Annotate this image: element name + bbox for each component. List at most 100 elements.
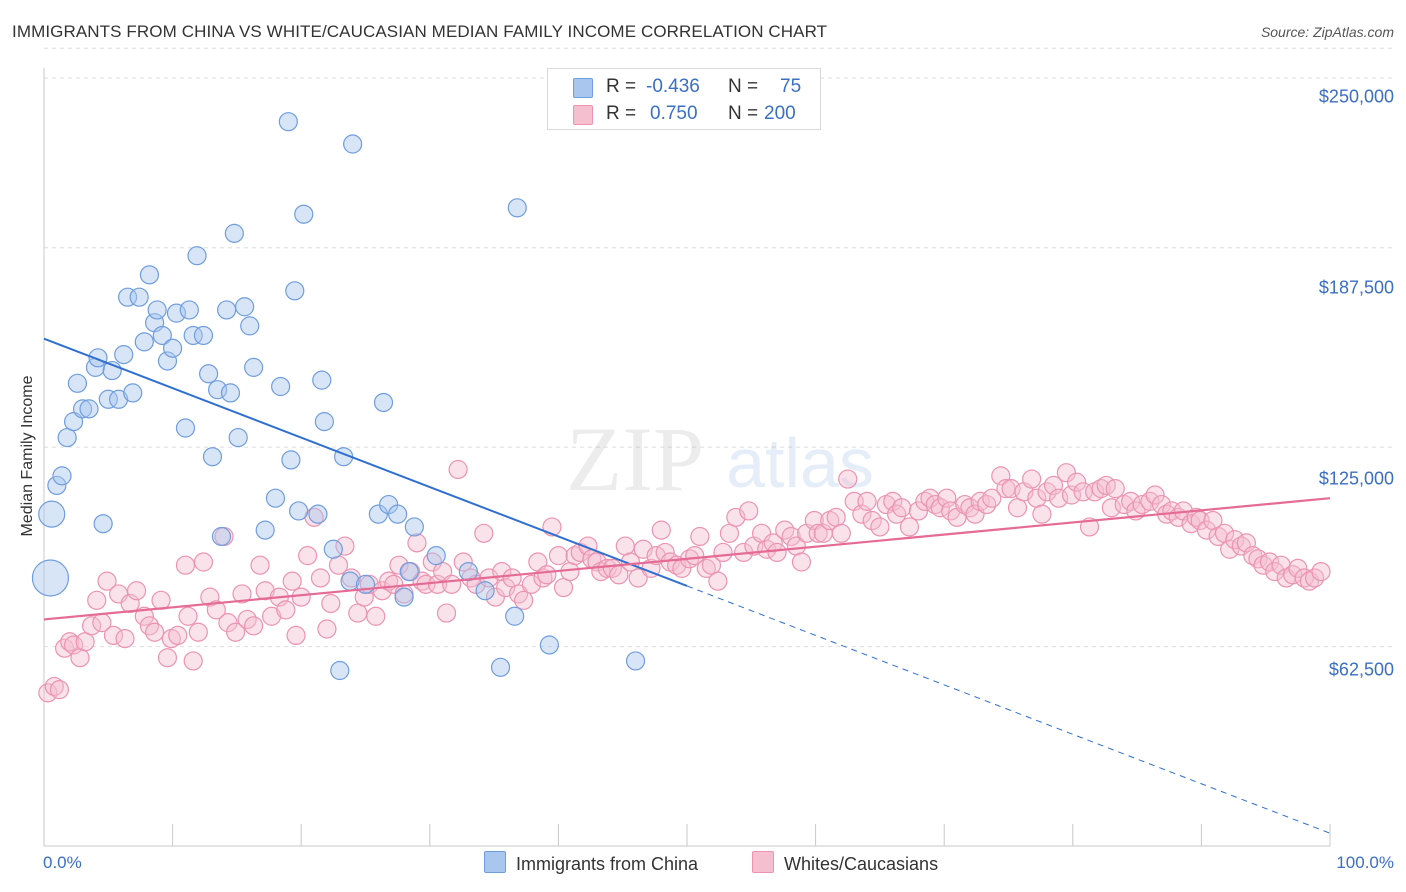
r-label: R = — [606, 76, 637, 97]
immigrants-china-point — [202, 447, 223, 467]
whites-caucasians-point — [291, 587, 311, 607]
whites-caucasians-point — [442, 574, 462, 594]
whites-caucasians-point — [781, 526, 801, 547]
whites-caucasians-point — [1140, 491, 1160, 511]
immigrants-china-point — [294, 204, 314, 224]
whites-caucasians-point — [514, 590, 534, 610]
whites-caucasians-point — [87, 590, 107, 610]
source-label: Source: ZipAtlas.com — [1260, 24, 1394, 40]
whites-caucasians-point — [548, 546, 569, 566]
x-tick-label-max: 100.0% — [1336, 853, 1394, 872]
immigrants-china-point — [255, 520, 275, 540]
whites-caucasians-point — [1079, 517, 1100, 537]
whites-caucasians-point — [1061, 485, 1082, 505]
immigrants-china-point — [175, 418, 196, 438]
whites-caucasians-point — [690, 526, 710, 547]
whites-caucasians-point — [321, 593, 341, 614]
immigrants-china-point — [505, 606, 525, 626]
whites-caucasians-point — [1007, 498, 1028, 518]
immigrants-china-point — [312, 370, 332, 390]
legend-row-whites: R = 0.750 N = 200 — [548, 101, 820, 127]
whites-caucasians-point — [317, 619, 337, 639]
whites-caucasians-points — [38, 459, 1331, 703]
immigrants-china-point — [88, 348, 108, 368]
y-tick-label: $62,500 — [1328, 659, 1394, 680]
legend-swatch-blue — [573, 78, 593, 98]
whites-caucasians-point — [139, 616, 160, 636]
legend-swatch-blue — [484, 851, 506, 873]
whites-caucasians-point — [696, 558, 716, 578]
whites-caucasians-point — [188, 622, 208, 642]
whites-caucasians-point — [1105, 479, 1125, 499]
whites-caucasians-point — [537, 565, 557, 585]
whites-caucasians-point — [436, 603, 457, 623]
whites-caucasians-point — [565, 546, 585, 566]
immigrants-china-point — [240, 316, 260, 336]
immigrants-china-point — [308, 504, 328, 524]
whites-caucasians-point — [168, 625, 188, 646]
whites-caucasians-point — [1067, 472, 1087, 492]
axes — [43, 68, 1331, 847]
whites-caucasians-point — [49, 680, 70, 700]
whites-caucasians-point — [852, 504, 872, 524]
n-label: N = — [728, 103, 759, 124]
whites-caucasians-point — [262, 606, 282, 626]
immigrants-china-point — [244, 357, 264, 377]
whites-caucasians-point — [1132, 494, 1152, 515]
whites-caucasians-point — [560, 561, 580, 582]
whites-caucasians-point — [193, 552, 214, 572]
whites-caucasians-point — [341, 568, 361, 588]
whites-caucasians-point — [1043, 475, 1064, 496]
whites-caucasians-point — [427, 574, 448, 594]
immigrants-china-point — [193, 325, 214, 346]
whites-caucasians-point — [348, 603, 368, 623]
whites-caucasians-point — [570, 542, 590, 563]
whites-caucasians-point — [151, 590, 171, 610]
whites-caucasians-point — [553, 577, 574, 598]
whites-caucasians-point — [615, 536, 635, 556]
y-tick-label: $187,500 — [1318, 277, 1394, 298]
immigrants-china-point — [220, 383, 241, 403]
immigrants-china-point — [67, 373, 88, 393]
immigrants-china-point — [330, 660, 350, 681]
immigrants-china-point — [224, 223, 244, 243]
whites-caucasians-point — [685, 546, 705, 566]
immigrants-china-point — [147, 300, 167, 320]
whites-caucasians-point — [1145, 485, 1165, 505]
immigrants-china-point — [139, 265, 160, 285]
immigrants-china-point — [152, 325, 172, 346]
whites-caucasians-point — [1220, 539, 1240, 559]
immigrants-china-points — [31, 112, 646, 681]
whites-caucasians-point — [384, 574, 404, 594]
immigrants-china-point — [394, 587, 414, 607]
whites-caucasians-point — [1091, 479, 1111, 499]
immigrants-china-point — [458, 561, 478, 582]
whites-caucasians-point — [1056, 463, 1076, 483]
whites-caucasians-point — [892, 498, 912, 518]
whites-caucasians-point — [126, 581, 147, 601]
legend-row-china: R = -0.436 N = 75 — [548, 74, 820, 100]
whites-caucasians-point — [791, 552, 812, 572]
whites-caucasians-point — [1294, 568, 1314, 588]
whites-caucasians-point — [1022, 469, 1042, 489]
whites-caucasians-point — [144, 622, 165, 642]
y-axis-label: Median Family Income — [19, 375, 36, 537]
immigrants-china-point — [340, 571, 360, 591]
whites-caucasians-point — [713, 542, 733, 563]
watermark-atlas: atlas — [726, 424, 874, 502]
whites-caucasians-point — [474, 523, 494, 543]
whites-caucasians-point — [1259, 552, 1280, 572]
whites-caucasians-point — [763, 533, 783, 553]
whites-caucasians-point — [857, 491, 877, 511]
china-trend-line — [43, 337, 688, 587]
whites-caucasians-point — [448, 459, 468, 480]
whites-caucasians-point — [75, 632, 95, 652]
whites-caucasians-point — [389, 555, 409, 575]
immigrants-china-point — [129, 287, 149, 307]
whites-caucasians-point — [1121, 491, 1141, 511]
whites-caucasians-point — [870, 517, 890, 537]
whites-caucasians-point — [1311, 561, 1331, 582]
immigrants-china-point — [271, 376, 291, 397]
whites-caucasians-point — [453, 552, 473, 572]
